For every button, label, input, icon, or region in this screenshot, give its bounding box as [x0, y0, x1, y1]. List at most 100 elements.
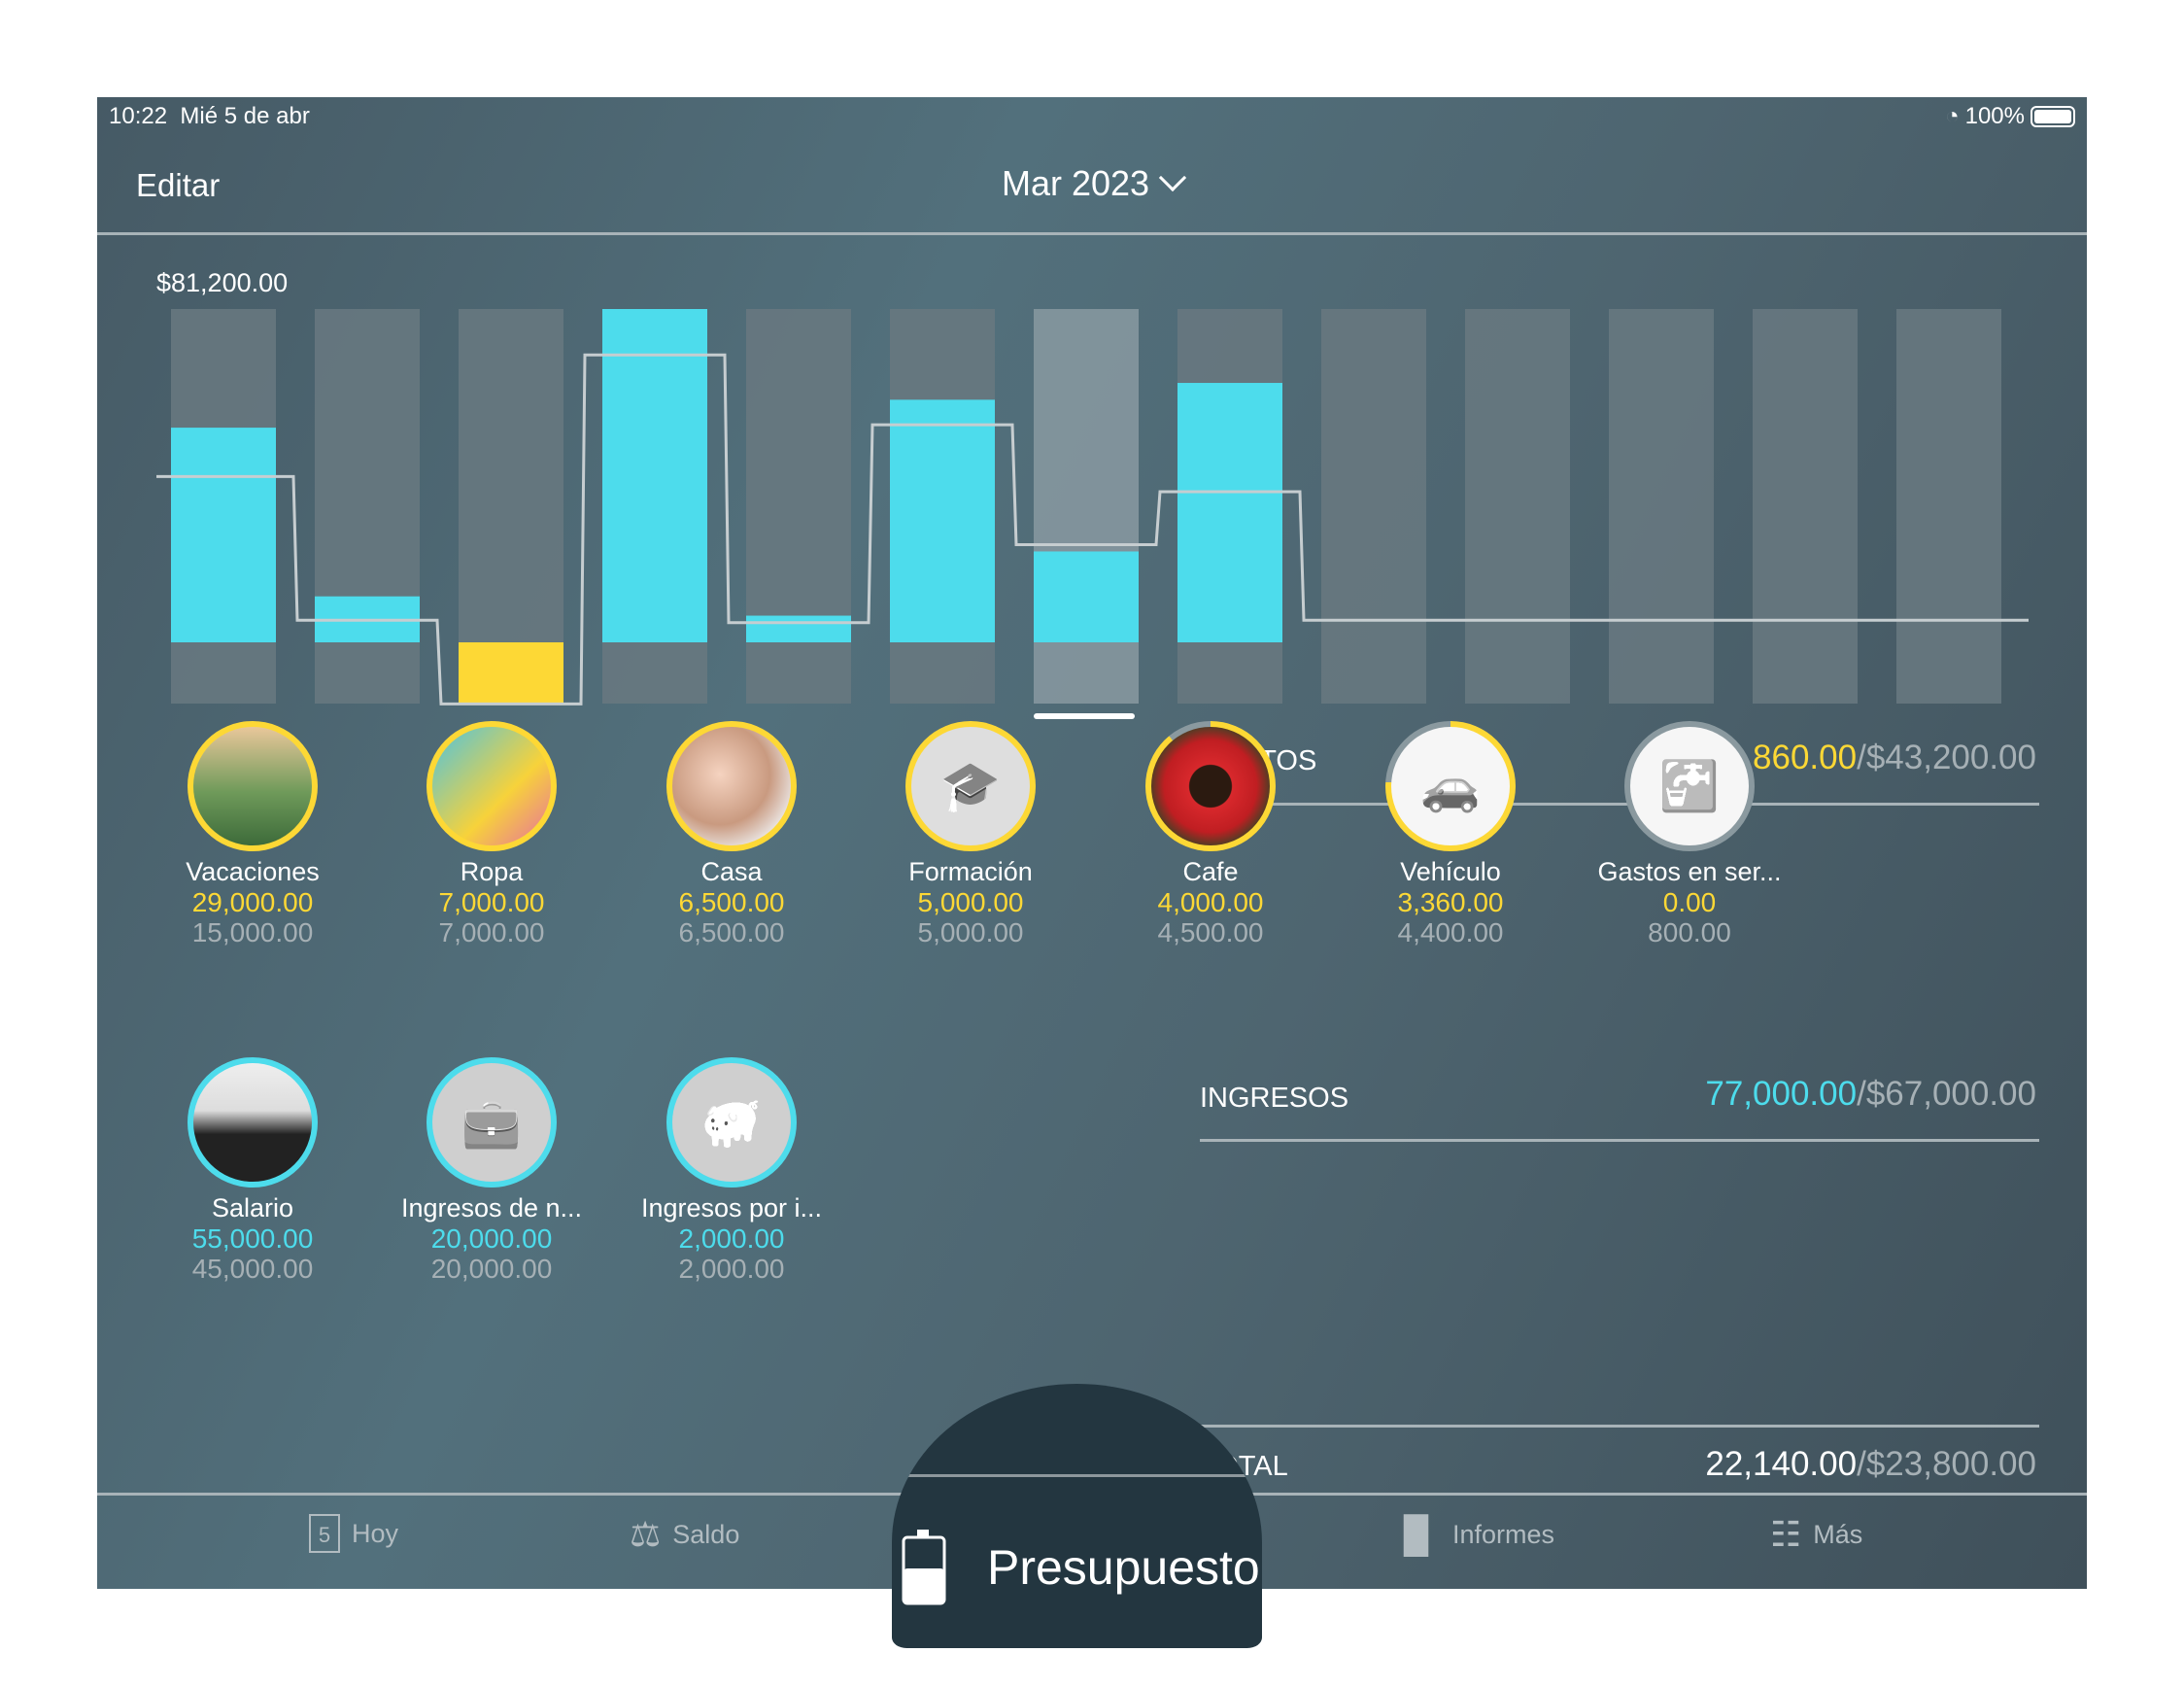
category-budget: 45,000.00 — [191, 1254, 314, 1284]
category-budget: 4,500.00 — [1157, 917, 1264, 947]
category-actual: 4,000.00 — [1157, 887, 1264, 917]
category-name: Ingresos por i... — [640, 1193, 823, 1222]
family-photo — [672, 727, 791, 845]
total-divider — [1200, 1425, 2039, 1428]
category-actual: 20,000.00 — [430, 1223, 553, 1254]
coffee-cup-photo — [1151, 727, 1270, 845]
category-name: Vacaciones — [186, 857, 320, 886]
category-budget: 4,400.00 — [1397, 917, 1504, 947]
tab-informes[interactable]: ▐▌ Informes — [1391, 1514, 1555, 1554]
income-total: 77,000.00/$67,000.00 — [1705, 1075, 2036, 1113]
income-category[interactable]: 🐖 Ingresos por i... 2,000.00 2,000.00 — [615, 1057, 848, 1284]
graduation-cap-icon: 🎓 — [911, 727, 1030, 845]
income-divider — [1200, 1139, 2039, 1142]
battery-icon — [2030, 106, 2075, 127]
category-progress-ring[interactable]: 💼 — [427, 1057, 557, 1188]
category-progress-ring[interactable]: 🎓 — [905, 721, 1036, 851]
tab-saldo[interactable]: ⚖ Saldo — [630, 1514, 740, 1554]
tab-hoy[interactable]: 5 Hoy — [309, 1514, 398, 1553]
chart-max-label: $81,200.00 — [156, 268, 289, 297]
scale-icon: ⚖ — [630, 1514, 662, 1554]
chart-column[interactable] — [459, 309, 563, 704]
status-indicators: ◔ 100% — [1945, 103, 2075, 130]
category-name: Ingresos de n... — [400, 1193, 583, 1222]
income-category[interactable]: 💼 Ingresos de n... 20,000.00 20,000.00 — [375, 1057, 608, 1284]
expense-category[interactable]: 🚗 Vehículo 3,360.00 4,400.00 — [1334, 721, 1567, 947]
edit-button[interactable]: Editar — [136, 167, 221, 203]
category-name: Gastos en ser... — [1597, 857, 1782, 886]
tab-presupuesto-label: Presupuesto — [987, 1540, 1260, 1595]
category-progress-ring[interactable] — [1145, 721, 1276, 851]
chart-bar-negative — [459, 642, 563, 705]
category-actual: 0.00 — [1662, 887, 1717, 917]
expense-category[interactable]: Casa 6,500.00 6,500.00 — [615, 721, 848, 947]
category-budget: 5,000.00 — [917, 917, 1024, 947]
category-progress-ring[interactable] — [427, 721, 557, 851]
category-name: Cafe — [1182, 857, 1239, 886]
tab-mas[interactable]: ☷ Más — [1770, 1514, 1863, 1554]
income-category[interactable]: Salario 55,000.00 45,000.00 — [136, 1057, 369, 1284]
chart-column[interactable] — [1465, 309, 1570, 704]
wifi-icon: ◔ — [1945, 103, 1960, 129]
expenses-divider — [1200, 803, 2039, 806]
expense-category[interactable]: 🚰 Gastos en ser... 0.00 800.00 — [1573, 721, 1806, 947]
income-title: INGRESOS — [1200, 1083, 1349, 1114]
category-budget: 15,000.00 — [191, 917, 314, 947]
chart-column[interactable] — [315, 309, 420, 704]
category-name: Ropa — [460, 857, 524, 886]
chart-bar — [746, 615, 851, 642]
chart-bar — [1034, 551, 1139, 642]
expense-category[interactable]: Cafe 4,000.00 4,500.00 — [1094, 721, 1327, 947]
chart-column[interactable] — [746, 309, 851, 704]
calendar-icon: 5 — [309, 1514, 340, 1553]
category-actual: 55,000.00 — [191, 1223, 314, 1254]
briefcase-icon: 💼 — [432, 1063, 551, 1182]
budget-step-line — [156, 353, 2029, 706]
chart-column[interactable] — [1609, 309, 1714, 704]
total-value: 22,140.00/$23,800.00 — [1705, 1445, 2036, 1483]
category-progress-ring[interactable]: 🐖 — [666, 1057, 797, 1188]
category-name: Formación — [908, 857, 1033, 886]
category-budget: 800.00 — [1648, 917, 1731, 947]
shopping-bags-photo — [432, 727, 551, 845]
chart-column[interactable] — [1321, 309, 1426, 704]
expense-category[interactable]: 🎓 Formación 5,000.00 5,000.00 — [854, 721, 1087, 947]
category-progress-ring[interactable]: 🚰 — [1624, 721, 1755, 851]
chart-bar — [171, 428, 276, 642]
category-progress-ring[interactable] — [666, 721, 797, 851]
chart-column[interactable] — [1896, 309, 2001, 704]
category-actual: 6,500.00 — [678, 887, 785, 917]
faucet-icon: 🚰 — [1630, 727, 1749, 845]
bar-chart-icon: ▐▌ — [1391, 1514, 1442, 1554]
category-budget: 20,000.00 — [430, 1254, 553, 1284]
businessman-photo — [193, 1063, 312, 1182]
expense-category[interactable]: Vacaciones 29,000.00 15,000.00 — [136, 721, 369, 947]
chart-bar — [890, 399, 995, 642]
car-icon: 🚗 — [1391, 727, 1510, 845]
chart-column[interactable] — [1034, 309, 1139, 704]
chart-bar — [602, 309, 707, 642]
category-actual: 3,360.00 — [1397, 887, 1504, 917]
category-progress-ring[interactable] — [188, 721, 318, 851]
month-label: Mar 2023 — [1001, 163, 1150, 203]
battery-percent: 100% — [1964, 103, 2025, 129]
category-progress-ring[interactable] — [188, 1057, 318, 1188]
expense-category[interactable]: Ropa 7,000.00 7,000.00 — [375, 721, 608, 947]
budget-chart[interactable] — [97, 97, 2087, 836]
chart-column[interactable] — [1753, 309, 1858, 704]
vacation-photo — [193, 727, 312, 845]
nav-divider — [97, 232, 2087, 235]
document-icon: ☷ — [1770, 1514, 1802, 1554]
selected-month-indicator — [1034, 713, 1135, 719]
tab-presupuesto-magnified[interactable]: Presupuesto — [892, 1384, 1262, 1648]
month-picker[interactable]: Mar 2023 — [97, 163, 2087, 204]
category-actual: 2,000.00 — [678, 1223, 785, 1254]
category-name: Salario — [211, 1193, 294, 1222]
category-actual: 29,000.00 — [191, 887, 314, 917]
category-progress-ring[interactable]: 🚗 — [1385, 721, 1516, 851]
budget-icon — [902, 1530, 946, 1605]
category-actual: 5,000.00 — [917, 887, 1024, 917]
category-budget: 6,500.00 — [678, 917, 785, 947]
category-name: Casa — [700, 857, 763, 886]
chart-bar — [1177, 383, 1282, 642]
